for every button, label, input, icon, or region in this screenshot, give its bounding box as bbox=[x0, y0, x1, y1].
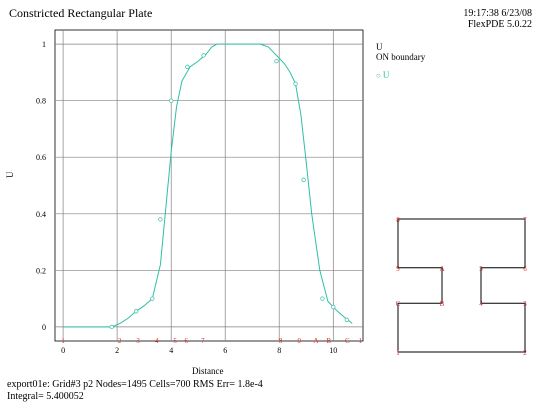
outline-node-label: 3 bbox=[523, 300, 527, 308]
legend-entry: ○ U bbox=[376, 70, 389, 80]
outline-node-label: 9 bbox=[396, 265, 400, 273]
boundary-node-label: 1 bbox=[61, 337, 65, 345]
x-tick-label: 8 bbox=[277, 346, 281, 355]
series-line-u bbox=[63, 43, 353, 328]
legend-marker-icon: ○ bbox=[376, 71, 381, 80]
plate-boundary bbox=[397, 218, 526, 353]
software-version: FlexPDE 5.0.22 bbox=[467, 19, 532, 30]
series-point-marker bbox=[320, 296, 325, 301]
outline-node-label: B bbox=[440, 300, 445, 308]
outline-node-label: 4 bbox=[479, 300, 483, 308]
boundary-node-label: 6 bbox=[184, 337, 188, 345]
y-tick-label: 0.2 bbox=[36, 266, 46, 275]
outline-node-label: 7 bbox=[523, 216, 527, 224]
series-point-marker bbox=[301, 177, 306, 182]
y-tick-label: 0.8 bbox=[36, 97, 46, 106]
boundary-node-label: B bbox=[326, 337, 331, 345]
legend-subtitle: ON boundary bbox=[376, 52, 426, 62]
series-point-marker bbox=[185, 64, 190, 69]
footer-integral: Integral= 5.400052 bbox=[7, 391, 84, 402]
series-point-marker bbox=[150, 296, 155, 301]
series-point-marker bbox=[109, 324, 114, 330]
boundary-node-label: 9 bbox=[297, 337, 301, 345]
outline-node-label: 2 bbox=[523, 349, 527, 357]
boundary-node-label: 2 bbox=[118, 337, 122, 345]
boundary-node-label: 5 bbox=[173, 337, 177, 345]
timestamp-block: 19:17:38 6/23/08 FlexPDE 5.0.22 bbox=[463, 8, 532, 30]
series-point-marker bbox=[293, 81, 298, 86]
plot-title: Constricted Rectangular Plate bbox=[9, 6, 153, 20]
boundary-node-label: 4 bbox=[155, 337, 159, 345]
x-tick-label: 4 bbox=[169, 346, 173, 355]
legend-variable: U bbox=[376, 42, 383, 52]
x-tick-label: 2 bbox=[115, 346, 119, 355]
timestamp: 19:17:38 6/23/08 bbox=[463, 8, 532, 19]
y-tick-label: 0 bbox=[42, 323, 46, 332]
series-point-marker bbox=[274, 58, 279, 64]
outline-node-label: 6 bbox=[523, 265, 527, 273]
boundary-node-label: 1 bbox=[359, 337, 363, 345]
boundary-node-label: C bbox=[345, 337, 350, 345]
outline-node-label: 5 bbox=[479, 265, 483, 273]
series-point-marker bbox=[133, 309, 139, 314]
outline-node-label: 1 bbox=[396, 349, 400, 357]
series-point-marker bbox=[331, 304, 336, 310]
series-point-marker bbox=[169, 98, 174, 103]
boundary-node-label: 7 bbox=[201, 337, 205, 345]
plot-frame bbox=[54, 29, 364, 342]
y-tick-label: 0.6 bbox=[36, 153, 46, 162]
x-tick-label: 10 bbox=[329, 346, 337, 355]
legend-series-label: U bbox=[382, 70, 390, 80]
x-axis-label: Distance bbox=[192, 366, 224, 376]
y-tick-label: 1 bbox=[42, 40, 46, 49]
x-tick-label: 0 bbox=[61, 346, 65, 355]
footer-stats: export01e: Grid#3 p2 Nodes=1495 Cells=70… bbox=[7, 379, 263, 390]
y-tick-label: 0.4 bbox=[36, 210, 46, 219]
boundary-node-label: A bbox=[313, 337, 318, 345]
x-tick-label: 6 bbox=[223, 346, 227, 355]
series-point-marker bbox=[344, 317, 349, 322]
outline-node-label: C bbox=[396, 300, 401, 308]
boundary-node-label: 8 bbox=[279, 337, 283, 345]
outline-node-label: A bbox=[439, 265, 444, 273]
series-point-marker bbox=[158, 217, 163, 222]
series-point-marker bbox=[201, 53, 206, 58]
boundary-node-label: 3 bbox=[136, 337, 140, 345]
outline-node-label: 8 bbox=[396, 216, 400, 224]
